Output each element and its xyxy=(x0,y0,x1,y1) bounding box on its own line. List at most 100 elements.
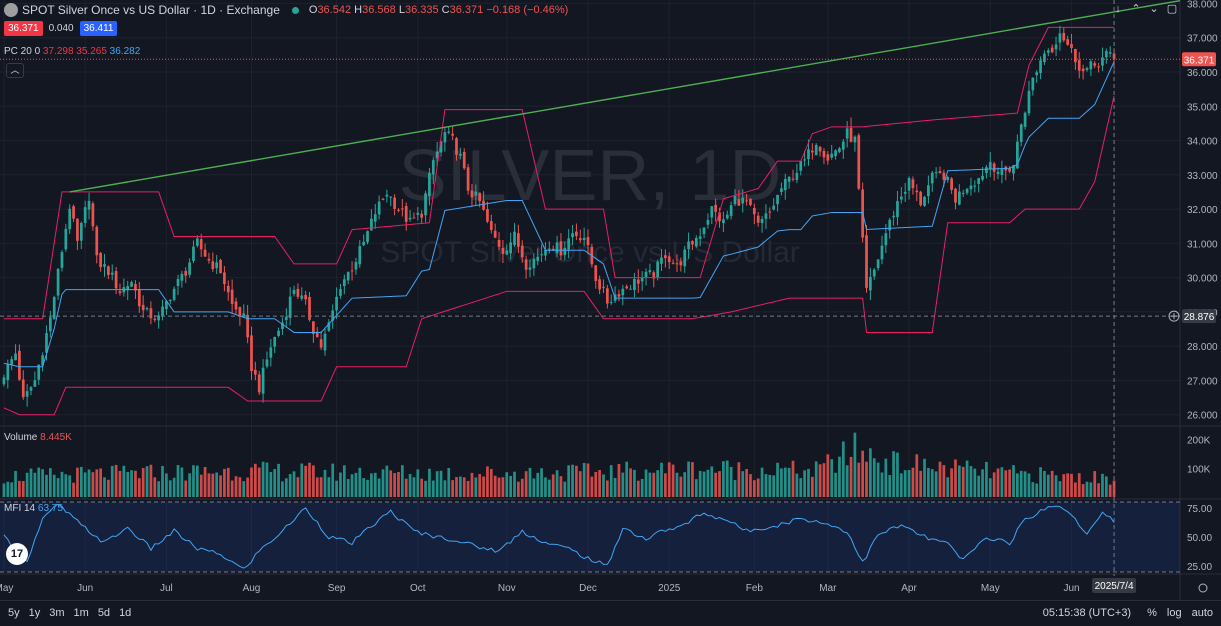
tradingview-logo[interactable]: 17 xyxy=(6,543,28,565)
candle-body xyxy=(509,242,513,254)
volume-bar xyxy=(671,464,675,497)
maximize-icon[interactable]: ▢ xyxy=(1166,3,1178,15)
candle-body xyxy=(544,249,547,256)
candle-body xyxy=(834,150,837,157)
log-scale-toggle[interactable]: log xyxy=(1166,607,1182,619)
symbol-title[interactable]: SPOT Silver Once vs US Dollar · 1D · Exc… xyxy=(22,3,280,17)
candle-body xyxy=(656,261,659,278)
candle-body xyxy=(373,214,377,222)
candle-body xyxy=(1039,60,1042,73)
volume-tick-label: 200K xyxy=(1187,436,1211,447)
candle-body xyxy=(899,196,903,200)
volume-bar xyxy=(149,464,153,497)
volume-bar xyxy=(752,480,756,497)
settings-gear-icon xyxy=(1198,583,1208,593)
volume-bar xyxy=(188,473,191,497)
candle-body xyxy=(915,190,919,193)
candle-body xyxy=(192,246,195,261)
candle-body xyxy=(478,192,482,202)
volume-bar xyxy=(954,459,957,497)
volume-bar xyxy=(327,477,331,497)
candle-body xyxy=(896,201,899,218)
candle-body xyxy=(308,296,311,320)
mfi-tick-label: 75.00 xyxy=(1187,504,1212,515)
candle-body xyxy=(749,198,752,205)
candle-body xyxy=(826,154,830,161)
clock[interactable]: 05:15:38 (UTC+3) xyxy=(1042,607,1132,619)
volume-bar xyxy=(6,481,10,497)
candle-body xyxy=(242,313,246,317)
volume-bar xyxy=(1050,470,1054,497)
sell-button[interactable]: 36.371 xyxy=(4,21,43,36)
volume-bar xyxy=(455,477,458,497)
candle-body xyxy=(176,279,180,287)
candle-body xyxy=(362,241,366,246)
candle-body xyxy=(493,230,497,238)
volume-bar xyxy=(706,469,710,497)
chart-canvas[interactable]: SILVER, 1D SPOT Silver Once vs US Dollar 3… xyxy=(0,0,1221,600)
candle-body xyxy=(969,185,973,190)
candle-body xyxy=(950,178,953,190)
arrow-down-icon[interactable]: ↓ xyxy=(1115,3,1121,15)
candle-body xyxy=(648,270,652,273)
candle-body xyxy=(1066,39,1070,45)
percent-scale-toggle[interactable]: % xyxy=(1147,607,1157,619)
candle-body xyxy=(528,267,532,270)
crosshair-date-tag xyxy=(1092,578,1137,593)
volume-bar xyxy=(1070,473,1073,497)
candle-body xyxy=(702,227,706,235)
volume-bar xyxy=(1058,481,1062,497)
candle-body xyxy=(938,171,942,174)
timeframe-5y[interactable]: 5y xyxy=(8,607,20,619)
volume-bar xyxy=(319,477,323,497)
volume-bar xyxy=(103,477,106,497)
volume-bar xyxy=(501,477,505,497)
timeframe-1m[interactable]: 1m xyxy=(73,607,89,619)
volume-bar xyxy=(981,469,984,497)
auto-scale-toggle[interactable]: auto xyxy=(1191,607,1213,619)
candle-body xyxy=(342,279,346,287)
volume-bar xyxy=(1043,470,1046,497)
volume-bar xyxy=(636,480,640,497)
candle-body xyxy=(741,197,745,204)
price-channel-legend[interactable]: PC 20 0 37.298 35.265 36.282 xyxy=(4,46,140,57)
volume-bar xyxy=(412,477,416,497)
timeframe-5d[interactable]: 5d xyxy=(97,607,111,619)
volume-bar xyxy=(675,472,679,497)
candle-body xyxy=(37,364,41,380)
candle-body xyxy=(563,247,567,256)
candle-body xyxy=(722,219,725,224)
candle-body xyxy=(41,355,44,366)
chevron-down-icon[interactable]: ⌄ xyxy=(1149,3,1159,15)
candle-body xyxy=(486,209,489,222)
price-tick-label: 36.000 xyxy=(1187,68,1218,79)
timeframe-1y[interactable]: 1y xyxy=(28,607,41,619)
volume-bar xyxy=(41,469,44,497)
price-tick-label: 30.000 xyxy=(1187,274,1218,285)
volume-bar xyxy=(354,472,358,497)
volume-bar xyxy=(215,472,219,497)
volume-bar xyxy=(756,478,760,497)
volume-bar xyxy=(1023,471,1027,497)
volume-bar xyxy=(884,458,888,497)
chevron-up-icon[interactable]: ⌃ xyxy=(1131,3,1141,15)
candle-body xyxy=(733,196,737,205)
volume-bar xyxy=(195,465,199,497)
volume-bar xyxy=(172,477,176,497)
candle-body xyxy=(226,285,230,293)
mfi-legend[interactable]: MFI 14 63.75 xyxy=(4,503,63,514)
candle-body xyxy=(76,218,79,241)
candle-body xyxy=(234,301,238,310)
candle-body xyxy=(954,188,957,203)
volume-bar xyxy=(807,468,810,497)
volume-bar xyxy=(803,470,806,497)
candle-body xyxy=(625,286,629,289)
buy-button[interactable]: 36.411 xyxy=(79,21,118,36)
timeframe-3m[interactable]: 3m xyxy=(49,607,65,619)
collapse-legend-button[interactable]: ︿ xyxy=(6,63,24,78)
volume-legend[interactable]: Volume 8.445K xyxy=(4,432,72,443)
candle-body xyxy=(845,128,849,139)
candle-body xyxy=(1093,63,1097,66)
timeframe-1d[interactable]: 1d xyxy=(119,607,132,619)
candle-body xyxy=(250,335,253,372)
